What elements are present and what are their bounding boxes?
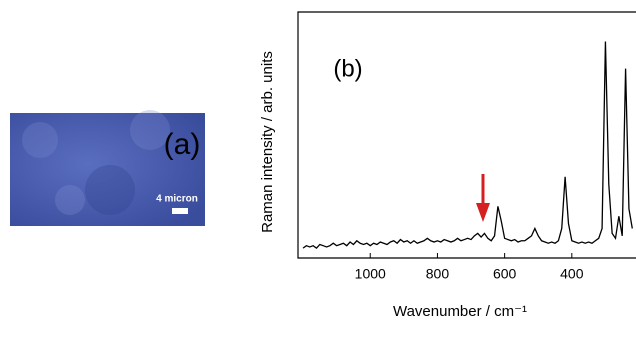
- arrow: [476, 174, 490, 222]
- figure: (a) 4 micron (b) Wavenumber / cm⁻¹ Raman…: [0, 0, 636, 345]
- plot-frame: [298, 12, 636, 258]
- y-axis-label: Raman intensity / arb. units: [259, 51, 276, 233]
- scale-bar-label: 4 micron: [156, 194, 198, 205]
- x-tick-label: 1000: [355, 266, 386, 282]
- x-tick-label: 400: [560, 266, 584, 282]
- panel-label: (a): [164, 128, 201, 161]
- x-axis-label: Wavenumber / cm⁻¹: [393, 303, 527, 320]
- x-tick-label: 600: [493, 266, 517, 282]
- x-tick-label: 800: [426, 266, 450, 282]
- panel-label: (b): [333, 55, 362, 82]
- scale-bar: [172, 208, 188, 214]
